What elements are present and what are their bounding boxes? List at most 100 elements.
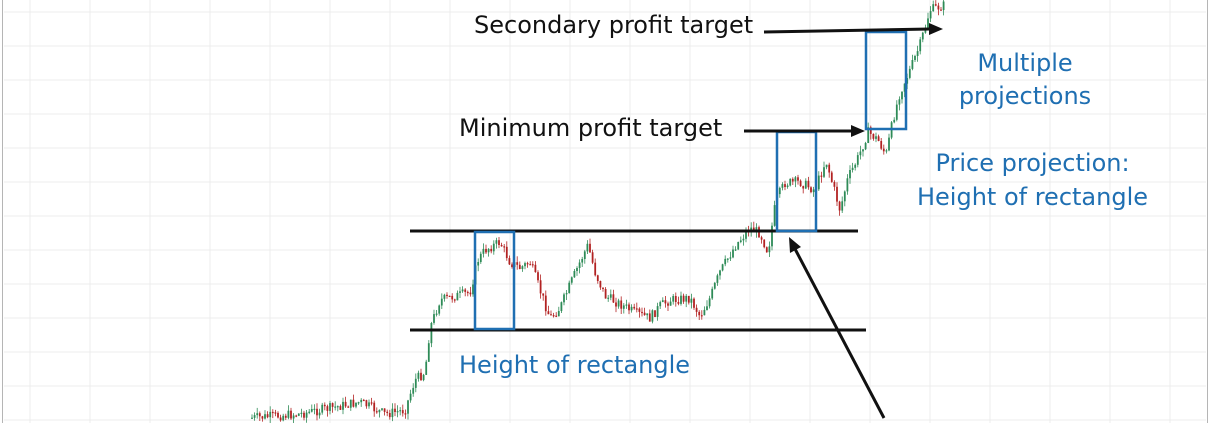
candle-body [877,136,880,141]
candle-body [477,262,480,266]
candle-body [295,415,298,417]
candle-body [492,243,495,252]
candle-body [674,296,677,302]
candle-body [290,410,292,419]
candle-body [435,313,438,315]
height-of-rectangle-label: Height of rectangle [459,351,691,379]
candle-body [521,266,524,269]
candle-body [638,308,641,312]
candle-body [487,248,490,253]
candle-body [503,246,506,248]
candle-body [394,408,396,412]
candle-body [391,408,394,418]
candle-body [308,411,311,413]
candle-body [381,408,383,410]
candle-body [453,299,456,301]
candle-body [279,417,282,421]
candle-body [929,11,932,19]
candle-body [334,406,337,408]
candle-body [784,184,786,187]
candle-body [617,300,620,307]
candle-body [609,294,612,298]
candle-body [604,289,607,299]
candle-body [739,240,742,242]
candle-body [908,68,911,78]
candle-body [560,302,563,311]
candle-body [342,401,344,410]
candle-body [433,314,435,323]
candle-body [485,248,487,253]
candle-body [867,127,870,143]
candle-body [365,400,368,407]
candle-body [266,414,269,418]
candle-body [726,258,729,260]
candle-body [620,300,623,309]
candle-body [274,412,277,414]
candle-body [641,311,643,314]
range-height-box [473,230,516,331]
candle-body [339,406,342,410]
candle-body [469,292,472,295]
multiple-projections-line-1: Multiple [977,49,1073,77]
candle-body [888,137,890,151]
candle-body [763,239,766,248]
candle-body [773,205,776,226]
candle-body [440,298,443,306]
candle-body [685,295,688,302]
candle-body [786,185,789,187]
candle-body [810,187,812,193]
candle-body [729,257,732,259]
candle-body [921,32,924,40]
candle-body [778,187,781,195]
candle-body [700,315,703,317]
candle-body [648,313,651,322]
candle-body [591,252,594,263]
candle-body [856,155,859,165]
candle-body [693,298,695,308]
candle-body [258,413,261,417]
candle-body [612,294,615,303]
candle-body [682,295,685,302]
candle-body [625,304,628,306]
candle-body [438,305,441,314]
candle-body [464,289,467,292]
candle-body [664,300,667,304]
candle-body [903,83,906,92]
candle-body [849,170,851,179]
candle-body [399,410,402,412]
candle-body [360,399,363,403]
candle-body [401,410,404,414]
candle-body [344,401,347,407]
candle-body [323,404,326,407]
candle-body [846,178,849,192]
candle-body [539,280,542,294]
candle-body [383,408,386,412]
candle-body [568,282,571,294]
candle-body [329,403,331,411]
candle-body [331,403,334,407]
candle-body [292,415,295,419]
candle-body [932,4,935,12]
candle-body [264,414,266,419]
candle-body [882,148,885,152]
candle-body [732,249,734,258]
candle-body [565,293,568,295]
candle-body [789,178,792,186]
candle-body [583,251,586,259]
candle-body [706,306,708,310]
candle-body [472,284,474,295]
candle-body [446,294,448,296]
candle-body [448,295,451,297]
candle-body [300,412,303,414]
candle-body [316,408,318,416]
candle-body [586,243,589,252]
candle-body [498,240,500,245]
chart-grid [4,0,1206,423]
candle-body [417,372,420,379]
candle-body [622,305,625,309]
candle-body [817,175,820,190]
candle-body [256,413,259,416]
candle-body [651,310,654,322]
